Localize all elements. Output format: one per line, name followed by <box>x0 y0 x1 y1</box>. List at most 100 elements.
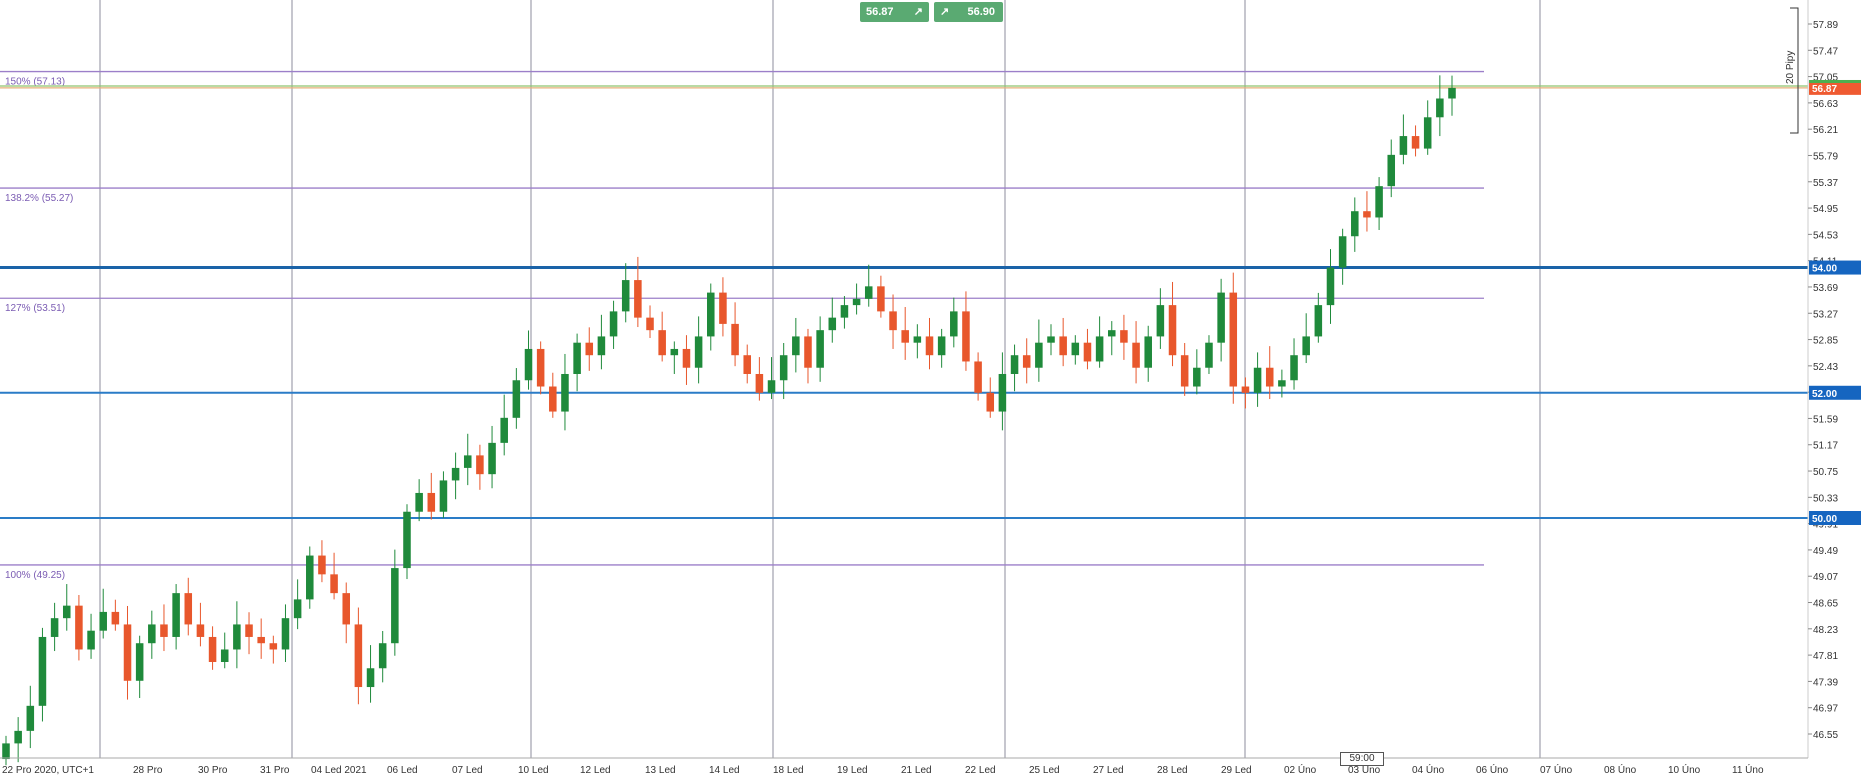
candle-body[interactable] <box>1241 386 1250 393</box>
candle-body[interactable] <box>1083 342 1092 362</box>
candle-body[interactable] <box>233 624 241 650</box>
candle-body[interactable] <box>220 649 229 662</box>
candle-body[interactable] <box>318 555 326 575</box>
candle-body[interactable] <box>26 705 35 731</box>
candle-body[interactable] <box>1338 236 1347 268</box>
candle-body[interactable] <box>1168 305 1177 356</box>
candle-body[interactable] <box>646 317 654 331</box>
candle-body[interactable] <box>512 380 521 418</box>
candle-body[interactable] <box>670 348 679 356</box>
candle-body[interactable] <box>719 292 727 324</box>
candle-body[interactable] <box>87 630 95 650</box>
candle-body[interactable] <box>403 511 411 569</box>
candle-body[interactable] <box>549 386 557 412</box>
candle-body[interactable] <box>621 280 630 312</box>
candle-body[interactable] <box>925 336 934 356</box>
candle-body[interactable] <box>1180 355 1189 387</box>
candle-body[interactable] <box>50 618 59 637</box>
candle-body[interactable] <box>1156 305 1165 337</box>
candle-body[interactable] <box>1059 336 1067 356</box>
candle-body[interactable] <box>1120 330 1128 343</box>
candle-body[interactable] <box>694 336 703 368</box>
candle-body[interactable] <box>804 336 812 368</box>
candle-body[interactable] <box>779 355 788 381</box>
candle-body[interactable] <box>937 336 946 356</box>
candle-body[interactable] <box>889 311 897 331</box>
candle-body[interactable] <box>75 605 83 650</box>
candle-body[interactable] <box>755 373 764 393</box>
candle-body[interactable] <box>2 743 10 760</box>
candle-body[interactable] <box>1253 367 1262 393</box>
candle-body[interactable] <box>415 492 423 512</box>
candle-body[interactable] <box>1022 355 1031 368</box>
buy-quote-button[interactable]: ↗ 56.90 <box>934 2 1003 22</box>
candle-body[interactable] <box>208 636 217 662</box>
candle-body[interactable] <box>391 568 399 644</box>
candle-body[interactable] <box>597 336 606 356</box>
candle-body[interactable] <box>439 480 448 512</box>
candle-body[interactable] <box>123 624 132 681</box>
candle-body[interactable] <box>488 442 496 475</box>
candle-body[interactable] <box>1436 98 1444 118</box>
candle-body[interactable] <box>306 555 314 600</box>
sell-quote-button[interactable]: 56.87 ↗ <box>860 2 929 22</box>
candle-body[interactable] <box>585 342 594 356</box>
candle-body[interactable] <box>1107 330 1116 337</box>
candle-body[interactable] <box>1423 117 1432 149</box>
candle-body[interactable] <box>524 348 533 381</box>
candle-body[interactable] <box>573 342 581 374</box>
candle-body[interactable] <box>342 593 351 625</box>
candle-body[interactable] <box>378 643 387 669</box>
candle-body[interactable] <box>451 467 460 481</box>
candle-body[interactable] <box>767 380 776 393</box>
candle-body[interactable] <box>877 286 885 312</box>
candle-body[interactable] <box>366 668 375 688</box>
candle-body[interactable] <box>1144 336 1152 368</box>
candle-body[interactable] <box>743 355 751 374</box>
candle-body[interactable] <box>184 593 193 625</box>
candle-body[interactable] <box>913 336 922 343</box>
candle-body[interactable] <box>1217 292 1225 343</box>
candle-body[interactable] <box>1314 305 1323 337</box>
candle-body[interactable] <box>427 492 436 512</box>
candle-body[interactable] <box>148 624 156 644</box>
candle-body[interactable] <box>707 292 715 337</box>
candle-body[interactable] <box>257 636 265 644</box>
candle-body[interactable] <box>731 323 739 356</box>
candle-body[interactable] <box>1363 211 1371 218</box>
candle-body[interactable] <box>38 636 47 706</box>
candle-body[interactable] <box>245 624 253 637</box>
candle-body[interactable] <box>1411 136 1420 149</box>
candle-body[interactable] <box>852 298 861 306</box>
candle-body[interactable] <box>1071 342 1080 356</box>
candle-body[interactable] <box>1290 355 1298 381</box>
candle-body[interactable] <box>634 280 642 318</box>
candle-body[interactable] <box>974 361 982 393</box>
candle-body[interactable] <box>962 311 970 362</box>
candle-body[interactable] <box>463 455 472 468</box>
candle-body[interactable] <box>792 336 800 356</box>
candle-body[interactable] <box>998 373 1007 412</box>
candle-body[interactable] <box>62 605 71 619</box>
candle-body[interactable] <box>1302 336 1310 356</box>
candle-body[interactable] <box>135 643 144 681</box>
candle-body[interactable] <box>561 373 569 412</box>
candle-body[interactable] <box>1351 211 1359 237</box>
candle-body[interactable] <box>950 311 958 337</box>
candle-body[interactable] <box>111 611 120 625</box>
candle-body[interactable] <box>1010 355 1019 374</box>
candle-body[interactable] <box>1035 342 1043 368</box>
candle-body[interactable] <box>682 348 691 368</box>
candle-body[interactable] <box>354 624 363 688</box>
candle-body[interactable] <box>160 624 168 637</box>
candle-body[interactable] <box>1205 342 1213 368</box>
candle-body[interactable] <box>1265 367 1274 387</box>
candle-body[interactable] <box>986 392 995 412</box>
candle-body[interactable] <box>1387 154 1396 187</box>
candle-body[interactable] <box>816 330 824 368</box>
candle-body[interactable] <box>609 311 618 337</box>
candle-body[interactable] <box>1132 342 1140 368</box>
candle-body[interactable] <box>828 317 837 331</box>
candle-body[interactable] <box>476 455 484 475</box>
